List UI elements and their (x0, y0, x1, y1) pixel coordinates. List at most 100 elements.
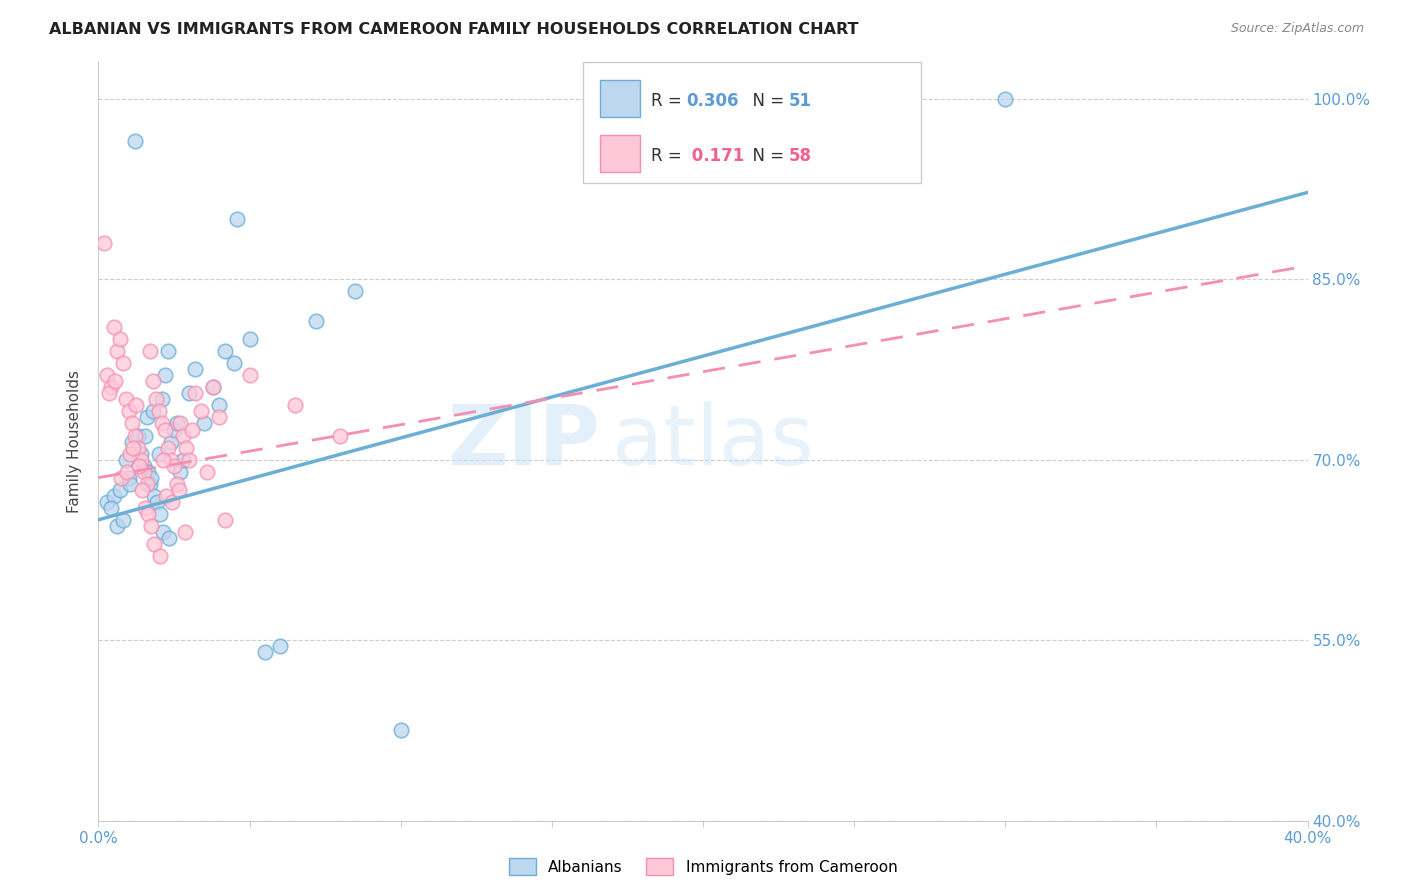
Text: 0.306: 0.306 (686, 92, 738, 110)
Point (108, 483, 131, 497)
Point (139, 476, 162, 491)
Point (184, 386, 207, 401)
Text: R =: R = (651, 92, 688, 110)
Point (134, 428, 156, 442)
Point (149, 507, 172, 521)
Point (148, 404, 170, 418)
Point (127, 441, 149, 455)
Point (134, 500, 156, 515)
Point (163, 458, 186, 473)
Point (152, 524, 174, 539)
Point (146, 494, 169, 508)
Text: N =: N = (742, 147, 790, 165)
Point (96, 368, 118, 383)
Text: 0.171: 0.171 (686, 147, 744, 165)
Point (127, 428, 149, 442)
Point (135, 410, 157, 425)
Point (143, 489, 166, 503)
Point (190, 404, 212, 418)
Point (122, 441, 145, 455)
Point (676, 91, 699, 105)
Point (214, 344, 236, 359)
Point (139, 344, 162, 359)
Point (269, 639, 291, 653)
Point (994, 91, 1017, 105)
Point (120, 446, 142, 460)
Point (389, 723, 412, 738)
Point (160, 452, 183, 467)
Point (344, 284, 367, 298)
Point (167, 483, 190, 497)
Point (141, 518, 163, 533)
Point (98, 386, 121, 401)
Point (202, 380, 225, 394)
Point (193, 417, 215, 431)
Point (96, 494, 118, 508)
Point (239, 332, 262, 346)
Point (124, 428, 146, 442)
Text: N =: N = (742, 92, 790, 110)
Point (129, 452, 152, 467)
Point (149, 549, 172, 563)
Point (153, 423, 176, 437)
Text: 58: 58 (789, 147, 811, 165)
Point (118, 470, 141, 484)
Point (226, 211, 249, 226)
Point (132, 458, 155, 473)
Point (131, 483, 153, 497)
Text: Source: ZipAtlas.com: Source: ZipAtlas.com (1230, 22, 1364, 36)
Point (329, 428, 352, 442)
Point (142, 375, 165, 389)
Point (305, 314, 328, 328)
Point (150, 417, 173, 431)
Point (129, 446, 152, 460)
Point (284, 399, 307, 413)
Legend: Albanians, Immigrants from Cameroon: Albanians, Immigrants from Cameroon (502, 853, 904, 881)
Point (224, 356, 246, 370)
Point (173, 524, 195, 539)
Point (121, 434, 143, 449)
Point (253, 645, 276, 659)
Point (152, 452, 174, 467)
Point (179, 386, 201, 401)
Text: ALBANIAN VS IMMIGRANTS FROM CAMEROON FAMILY HOUSEHOLDS CORRELATION CHART: ALBANIAN VS IMMIGRANTS FROM CAMEROON FAM… (49, 22, 859, 37)
Point (195, 465, 218, 479)
Text: atlas: atlas (613, 401, 814, 482)
Point (104, 375, 127, 389)
Point (208, 410, 231, 425)
Point (132, 465, 155, 479)
Point (181, 423, 204, 437)
Point (128, 458, 150, 473)
Point (169, 417, 191, 431)
Text: 51: 51 (789, 92, 811, 110)
Point (166, 417, 188, 431)
Point (160, 434, 183, 449)
Point (105, 344, 128, 359)
Point (166, 476, 188, 491)
Point (239, 368, 262, 383)
Point (159, 531, 181, 545)
Point (136, 465, 159, 479)
Point (135, 476, 157, 491)
Point (118, 404, 141, 418)
Point (141, 470, 163, 484)
Point (114, 452, 136, 467)
Y-axis label: Family Households: Family Households (67, 370, 83, 513)
Point (93, 235, 115, 250)
Point (156, 344, 179, 359)
Point (111, 513, 134, 527)
Point (202, 380, 225, 394)
Point (162, 494, 184, 508)
Point (150, 392, 173, 407)
Point (163, 423, 186, 437)
Point (121, 417, 143, 431)
Point (156, 441, 179, 455)
Point (214, 513, 236, 527)
Point (172, 452, 194, 467)
Point (179, 452, 201, 467)
Text: ZIP: ZIP (447, 401, 600, 482)
Point (208, 399, 231, 413)
Point (124, 134, 146, 148)
Point (105, 518, 128, 533)
Point (143, 537, 166, 551)
